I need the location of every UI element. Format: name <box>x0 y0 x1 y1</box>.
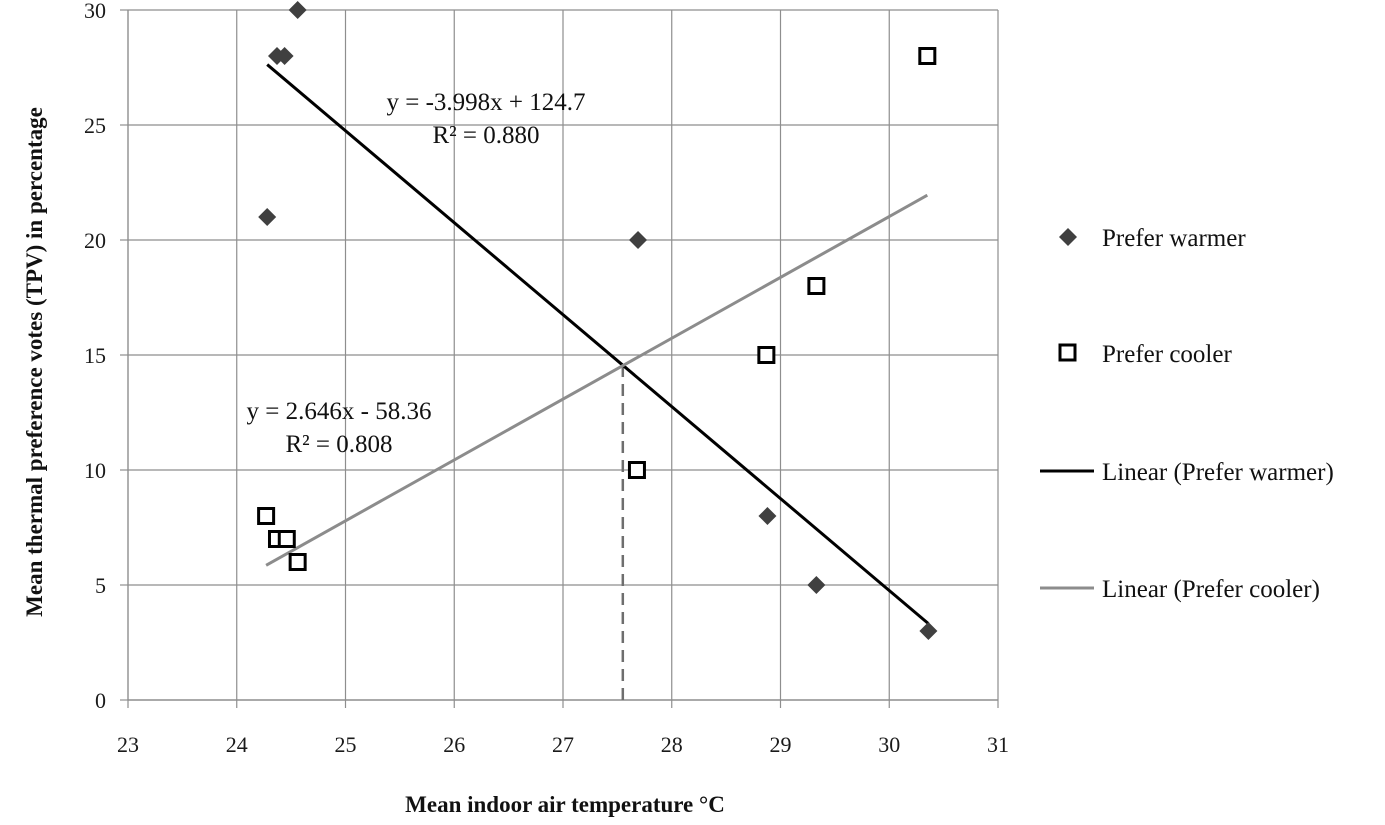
point-prefer-warmer <box>758 507 777 525</box>
point-prefer-cooler <box>277 530 296 548</box>
gridlines <box>128 9 999 700</box>
y-tick-label: 10 <box>84 458 106 483</box>
trendlines <box>265 63 930 625</box>
x-tick-label: 28 <box>661 732 683 757</box>
point-prefer-cooler <box>807 277 826 295</box>
axes <box>120 9 999 708</box>
point-prefer-warmer <box>258 208 277 226</box>
point-prefer-cooler <box>918 47 937 65</box>
y-tick-label: 0 <box>95 688 106 713</box>
point-prefer-cooler <box>757 346 776 364</box>
y-tick-label: 5 <box>95 573 106 598</box>
point-prefer-warmer <box>629 231 648 249</box>
y-tick-label: 25 <box>84 113 106 138</box>
x-tick-label: 30 <box>878 732 900 757</box>
y-tick-label: 20 <box>84 228 106 253</box>
legend-label-prefer-warmer: Prefer warmer <box>1102 225 1246 252</box>
legend-label-linear-prefer-warmer: Linear (Prefer warmer) <box>1102 459 1334 486</box>
x-tick-label: 27 <box>552 732 574 757</box>
x-tick-label: 31 <box>987 732 1009 757</box>
y-tick-label: 15 <box>84 343 106 368</box>
legend-diamond-icon <box>1059 228 1077 246</box>
point-prefer-warmer <box>919 622 938 640</box>
point-prefer-cooler <box>627 461 646 479</box>
y-axis-title: Mean thermal preference votes (TPV) in p… <box>22 107 47 617</box>
y-tick-label: 30 <box>84 0 106 23</box>
x-tick-label: 25 <box>335 732 357 757</box>
x-axis-title: Mean indoor air temperature °C <box>405 792 725 817</box>
point-prefer-cooler <box>288 553 307 571</box>
point-prefer-warmer <box>288 1 307 19</box>
legend-label-linear-prefer-cooler: Linear (Prefer cooler) <box>1102 576 1320 603</box>
x-tick-label: 24 <box>226 732 248 757</box>
legend-label-prefer-cooler: Prefer cooler <box>1102 341 1232 368</box>
point-prefer-warmer <box>807 576 826 594</box>
point-prefer-cooler <box>257 507 276 525</box>
x-tick-label: 26 <box>443 732 465 757</box>
x-tick-label: 29 <box>770 732 792 757</box>
warmer-equation-label: y = -3.998x + 124.7 <box>386 89 585 116</box>
point-prefer-warmer <box>275 47 294 65</box>
cooler-equation-label: y = 2.646x - 58.36 <box>247 398 432 425</box>
warmer-r2-label: R² = 0.880 <box>432 122 539 149</box>
legend-square-icon <box>1058 343 1077 362</box>
tick-labels: 23 24 25 26 27 28 29 30 31 0 5 10 15 20 25 30 <box>84 0 1009 757</box>
legend: Prefer warmer Prefer cooler Linear (Pref… <box>1040 225 1334 603</box>
trendline-prefer-cooler <box>265 193 929 567</box>
x-tick-label: 23 <box>117 732 139 757</box>
cooler-r2-label: R² = 0.808 <box>285 431 392 458</box>
trendline-prefer-warmer <box>266 63 930 625</box>
data-points <box>257 1 938 640</box>
